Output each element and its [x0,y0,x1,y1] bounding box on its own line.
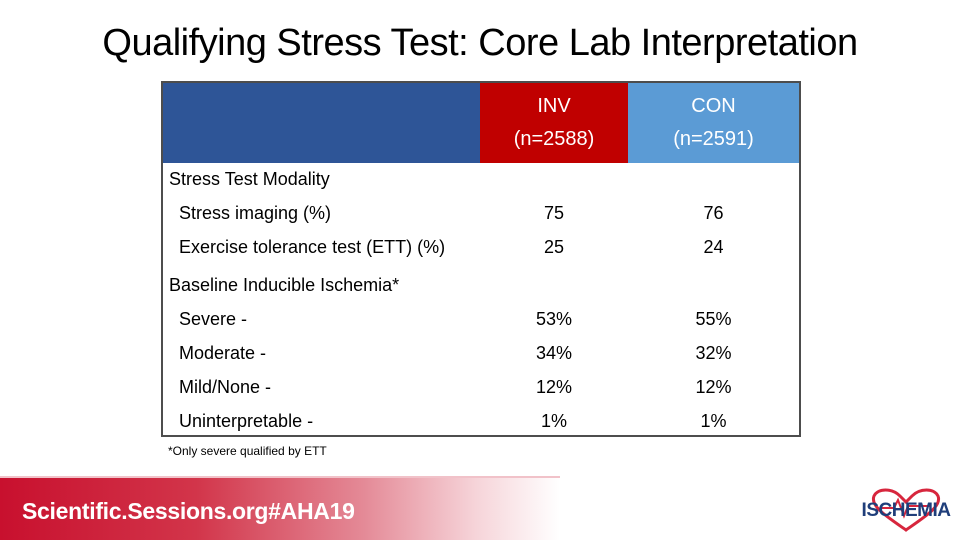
header-con-n: (n=2591) [673,128,754,150]
row-con-value: 32% [695,343,732,363]
row-label: Stress imaging (%) [179,203,332,223]
logo-text: ISCHEMIA [861,500,951,521]
row-label: Exercise tolerance test (ETT) (%) [179,237,446,257]
header-inv: INV (n=2588) [480,83,628,163]
footnote: *Only severe qualified by ETT [168,444,327,458]
table-row: Stress Test Modality [163,162,799,196]
header-inv-n: (n=2588) [513,128,595,150]
row-label: Mild/None - [179,377,272,397]
table-row: Severe - 53% 55% [163,302,799,336]
table-row: Moderate - 34% 32% [163,336,799,370]
footer-band [0,478,560,540]
row-label: Moderate - [179,343,267,363]
header-con-label: CON [691,95,736,117]
header-inv-label: INV [537,95,571,117]
row-label: Uninterpretable - [179,411,314,431]
header-con: CON (n=2591) [628,83,799,163]
row-con-value: 1% [700,411,727,431]
footer-hashtag: Scientific.Sessions.org#AHA19 [22,498,355,524]
table-header-blank [163,83,480,163]
row-inv-value: 34% [535,343,573,363]
row-inv-value: 75 [543,203,565,223]
row-inv-value: 53% [535,309,573,329]
data-table: INV (n=2588) CON (n=2591) Stress Test Mo… [161,81,801,437]
table-row: Exercise tolerance test (ETT) (%) 25 24 [163,230,799,264]
table-row: Uninterpretable - 1% 1% [163,404,799,438]
row-inv-value: 25 [543,237,565,257]
ischemia-logo: ISCHEMIA [856,486,956,536]
row-label: Baseline Inducible Ischemia* [169,275,400,295]
table-row: Stress imaging (%) 75 76 [163,196,799,230]
table-row: Mild/None - 12% 12% [163,370,799,404]
row-con-value: 24 [703,237,724,257]
row-label: Stress Test Modality [169,169,330,189]
heart-icon [871,488,941,532]
row-con-value: 12% [695,377,732,397]
row-label: Severe - [179,309,248,329]
row-inv-value: 1% [540,411,567,431]
footer-divider [0,476,560,478]
row-inv-value: 12% [535,377,573,397]
table-row: Baseline Inducible Ischemia* [163,268,799,302]
row-con-value: 76 [703,203,724,223]
row-con-value: 55% [695,309,732,329]
slide-title: Qualifying Stress Test: Core Lab Interpr… [102,22,858,64]
